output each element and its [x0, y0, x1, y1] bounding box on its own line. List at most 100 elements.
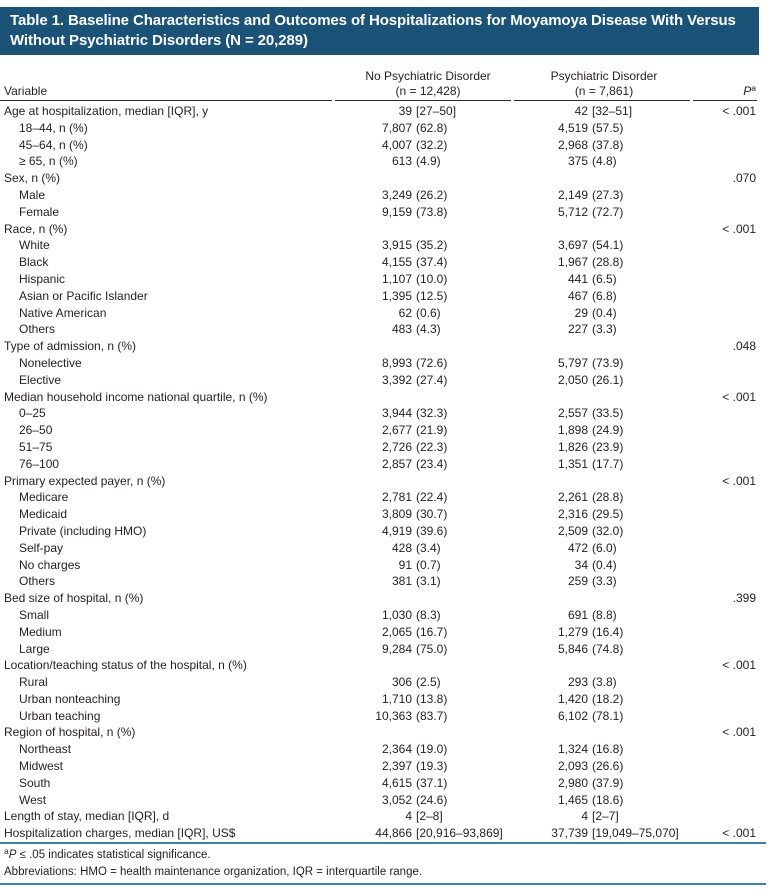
no-psychiatric-value-detail: (2.5)	[416, 675, 441, 690]
no-psychiatric-value	[340, 590, 412, 607]
psychiatric-value-detail: (26.1)	[592, 372, 624, 387]
psychiatric-value-detail: (32.0)	[592, 523, 624, 538]
no-psychiatric-value: 4,007	[381, 137, 412, 152]
psychiatric-value-detail: (4.8)	[592, 154, 617, 169]
psychiatric-value-detail: (3.8)	[592, 675, 617, 690]
table-title: Table 1. Baseline Characteristics and Ou…	[10, 12, 736, 49]
psychiatric-value-detail	[588, 389, 692, 406]
no-psychiatric-value	[340, 473, 412, 490]
p-value: < .001	[722, 473, 756, 488]
psychiatric-value: 2,968	[557, 137, 588, 152]
no-psychiatric-value-detail: (24.6)	[416, 792, 448, 807]
no-psychiatric-value-detail: [20,916–93,869]	[416, 826, 503, 841]
no-psychiatric-value: 3,809	[381, 507, 412, 522]
no-psychiatric-value: 1,030	[381, 607, 412, 622]
column-header-psychiatric-line2: (n = 7,861)	[574, 83, 634, 98]
p-value	[692, 489, 756, 506]
no-psychiatric-value: 2,726	[381, 439, 412, 454]
psychiatric-value: 6,102	[557, 708, 588, 723]
p-value	[692, 237, 756, 254]
no-psychiatric-value: 1,107	[381, 271, 412, 286]
body-bottom-rule	[0, 842, 766, 845]
no-psychiatric-value: 39	[398, 104, 412, 118]
no-psychiatric-value: 2,364	[381, 742, 412, 757]
row-label: Urban nonteaching	[19, 691, 121, 706]
row-label: Male	[19, 187, 46, 202]
no-psychiatric-value-detail: (32.2)	[416, 137, 448, 152]
no-psychiatric-value: 62	[398, 305, 412, 320]
footnote-abbreviations: Abbreviations: HMO = health maintenance …	[4, 866, 423, 879]
no-psychiatric-value-detail	[412, 389, 516, 406]
row-label: Hospitalization charges, median [IQR], U…	[4, 826, 236, 841]
psychiatric-value-detail: [32–51]	[592, 104, 633, 118]
psychiatric-value: 1,420	[557, 691, 588, 706]
p-value: < .001	[722, 104, 756, 118]
psychiatric-value	[516, 389, 588, 406]
p-value	[692, 674, 756, 691]
no-psychiatric-value: 428	[391, 540, 412, 555]
no-psychiatric-value: 10,363	[375, 708, 412, 723]
p-value	[692, 355, 756, 372]
table-row: Female 9,159 (73.8) 5,712 (72.7)	[0, 204, 768, 221]
table-row: Type of admission, n (%) .048	[0, 338, 768, 355]
no-psychiatric-value	[340, 338, 412, 355]
psychiatric-value: 2,509	[557, 523, 588, 538]
no-psychiatric-value-detail: [2–8]	[416, 809, 443, 824]
row-label: Medicaid	[19, 507, 68, 522]
psychiatric-value: 1,351	[557, 456, 588, 471]
psychiatric-value-detail	[588, 657, 692, 674]
table-row: Others 483 (4.3) 227 (3.3)	[0, 321, 768, 338]
table-row: Self-pay 428 (3.4) 472 (6.0)	[0, 540, 768, 557]
no-psychiatric-value-detail: (83.7)	[416, 708, 448, 723]
no-psychiatric-value-detail	[412, 657, 516, 674]
header-rule-segment	[514, 100, 690, 102]
no-psychiatric-value-detail: (73.8)	[416, 204, 448, 219]
table-row: ≥ 65, n (%) 613 (4.9) 375 (4.8)	[0, 153, 768, 170]
psychiatric-value	[516, 657, 588, 674]
bottom-rule	[0, 883, 766, 886]
no-psychiatric-value: 91	[398, 557, 412, 572]
footnote-significance: aP ≤ .05 indicates statistical significa…	[4, 847, 756, 864]
row-label: Rural	[19, 675, 48, 690]
p-value	[692, 573, 756, 590]
p-value: < .001	[722, 658, 756, 673]
no-psychiatric-value: 3,915	[381, 238, 412, 253]
column-header-no-psychiatric: No Psychiatric Disorder (n = 12,428)	[340, 69, 516, 98]
row-label: Medicare	[19, 490, 69, 505]
p-value: < .001	[722, 221, 756, 236]
no-psychiatric-value: 9,284	[381, 641, 412, 656]
no-psychiatric-value-detail: (19.0)	[416, 742, 448, 757]
psychiatric-value: 2,261	[557, 490, 588, 505]
table-row: Nonelective 8,993 (72.6) 5,797 (73.9)	[0, 355, 768, 372]
no-psychiatric-value-detail: (26.2)	[416, 187, 448, 202]
row-label: 51–75	[19, 439, 53, 454]
no-psychiatric-value-detail: (32.3)	[416, 406, 448, 421]
p-value	[692, 506, 756, 523]
psychiatric-value-detail	[588, 590, 692, 607]
no-psychiatric-value-detail	[412, 221, 516, 238]
no-psychiatric-value-detail: (0.7)	[416, 557, 441, 572]
no-psychiatric-value: 4,919	[381, 523, 412, 538]
psychiatric-value: 42	[574, 104, 588, 118]
psychiatric-value-detail: (57.5)	[592, 120, 624, 135]
no-psychiatric-value-detail: (10.0)	[416, 271, 448, 286]
psychiatric-value	[516, 338, 588, 355]
table-row: 76–100 2,857 (23.4) 1,351 (17.7)	[0, 456, 768, 473]
column-header-variable: Variable	[4, 83, 48, 98]
no-psychiatric-value: 3,052	[381, 792, 412, 807]
no-psychiatric-value: 2,781	[381, 490, 412, 505]
p-value	[692, 137, 756, 154]
table-row: Elective 3,392 (27.4) 2,050 (26.1)	[0, 372, 768, 389]
row-label: Primary expected payer, n (%)	[4, 473, 166, 488]
table-row: 18–44, n (%) 7,807 (62.8) 4,519 (57.5)	[0, 120, 768, 137]
psychiatric-value: 691	[567, 607, 588, 622]
table-row: Age at hospitalization, median [IQR], y 3…	[0, 103, 768, 120]
psychiatric-value: 2,093	[557, 759, 588, 774]
table-row: Black 4,155 (37.4) 1,967 (28.8)	[0, 254, 768, 271]
row-label: Female	[19, 204, 60, 219]
table-row: Urban teaching 10,363 (83.7) 6,102 (78.1)	[0, 708, 768, 725]
psychiatric-value: 2,149	[557, 187, 588, 202]
no-psychiatric-value: 2,677	[381, 423, 412, 438]
row-label: Private (including HMO)	[19, 523, 147, 538]
row-label: Self-pay	[19, 540, 64, 555]
